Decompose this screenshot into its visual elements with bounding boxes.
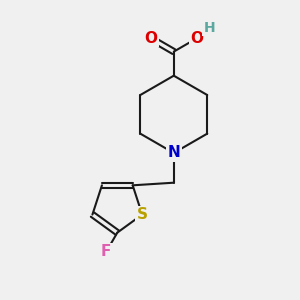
Text: N: N [167,146,180,160]
Text: F: F [101,244,111,260]
Text: O: O [190,31,203,46]
Text: H: H [204,21,215,35]
Text: O: O [144,31,157,46]
Text: S: S [137,207,148,222]
